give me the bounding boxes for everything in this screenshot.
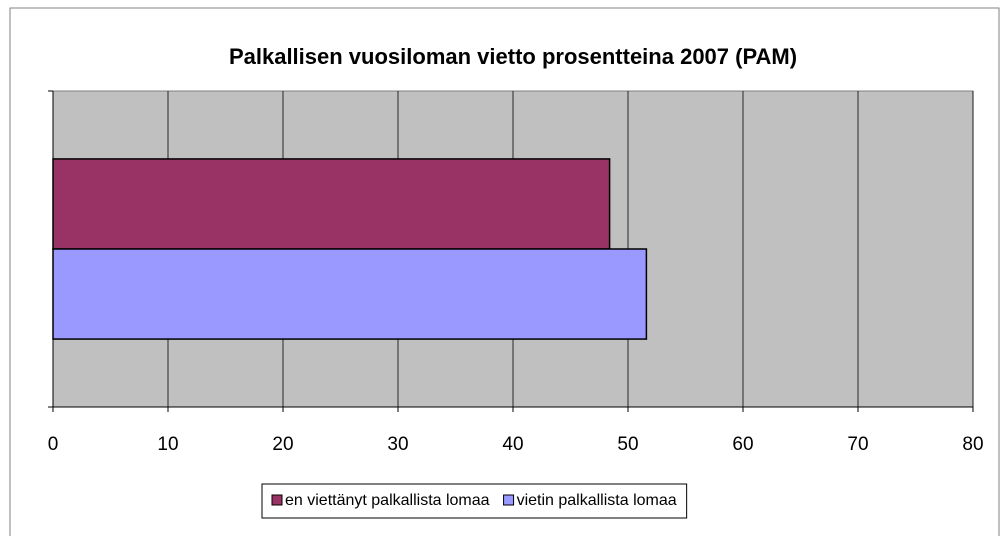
bar xyxy=(52,158,611,250)
legend-label: en viettänyt palkallista lomaa xyxy=(285,492,490,509)
chart-title: Palkallisen vuosiloman vietto prosenttei… xyxy=(229,44,797,69)
x-tick-label: 10 xyxy=(157,434,178,455)
legend-swatch xyxy=(503,494,515,506)
bar xyxy=(52,248,648,340)
x-tick-label: 0 xyxy=(48,434,59,455)
x-tick-label: 50 xyxy=(617,434,638,455)
legend xyxy=(261,483,688,519)
x-tick-label: 30 xyxy=(387,434,408,455)
x-tick-label: 60 xyxy=(732,434,753,455)
x-tick-label: 80 xyxy=(962,434,983,455)
legend-swatch xyxy=(271,494,283,506)
x-tick-label: 20 xyxy=(272,434,293,455)
x-tick-label: 70 xyxy=(847,434,868,455)
legend-label: vietin palkallista lomaa xyxy=(517,492,677,509)
x-tick-label: 40 xyxy=(502,434,523,455)
